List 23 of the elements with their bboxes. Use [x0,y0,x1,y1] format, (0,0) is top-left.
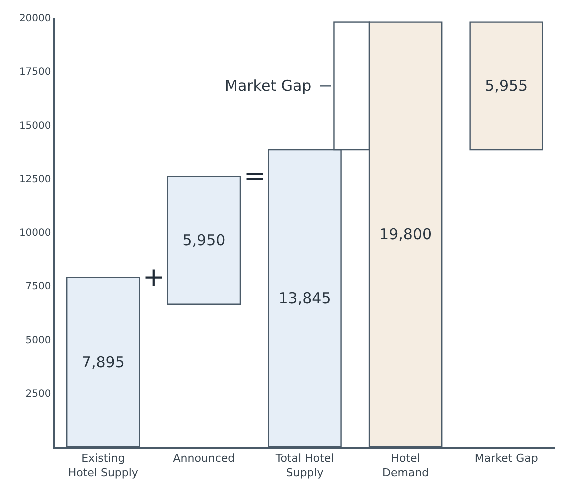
annotation: = [244,162,266,192]
x-tick-label: Market Gap [474,452,538,465]
x-tick-label: Announced [173,452,236,465]
y-tick-label: 10000 [19,228,52,239]
x-tick-label: Existing Hotel Supply [68,452,139,480]
data-label: 5,950 [182,232,226,250]
y-tick-label: 7500 [26,282,52,293]
bar [470,22,544,151]
y-tick-label: 15000 [19,120,52,132]
y-tick-label: 2500 [26,388,52,400]
data-label: 5,955 [485,77,528,96]
y-tick-label: 20000 [19,14,52,24]
y-tick-label: 17500 [19,67,52,78]
bar [167,176,242,305]
y-tick-label: 12500 [19,174,52,186]
y-tick-label: 5000 [26,335,52,346]
data-label: 13,845 [278,290,332,308]
annotation: + [143,263,165,293]
x-tick-label: Hotel Demand [382,452,430,480]
annotation: Market Gap [225,77,312,95]
data-label: 19,800 [380,226,432,244]
x-tick-label: Total Hotel Supply [274,452,334,480]
data-label: 7,895 [82,353,125,372]
